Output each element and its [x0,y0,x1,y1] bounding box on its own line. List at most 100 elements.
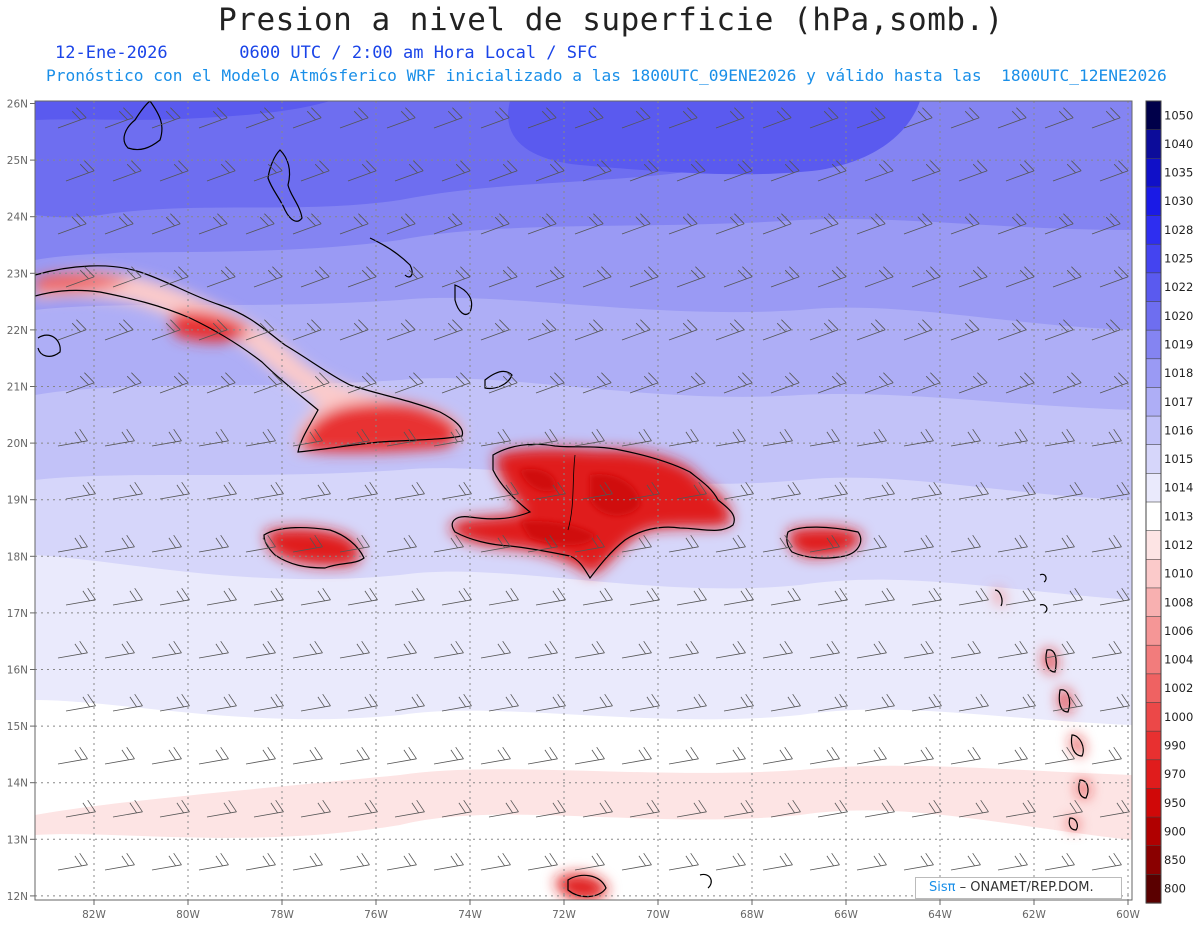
wind-barb [488,481,519,500]
wind-barb [441,693,472,712]
wind-barb [347,799,378,818]
wind-barb [668,746,699,765]
wind-barb [958,372,988,394]
wind-barb [57,746,88,765]
colorbar-swatch [1146,673,1161,704]
wind-barb [292,746,323,765]
wind-barb [394,160,424,182]
wind-barb [339,640,370,659]
wind-barb [527,213,557,235]
wind-barb [1052,587,1083,606]
wind-barb [1005,160,1035,182]
wind-barb [1099,693,1130,712]
lat-label: 15N [7,721,28,733]
wind-barb [997,319,1027,341]
wind-barb [629,481,660,500]
wind-barb [206,481,237,500]
wind-barb [253,693,284,712]
wind-barb [770,693,801,712]
wind-barb [911,693,942,712]
wind-barb [958,481,989,500]
wind-barb [903,852,934,871]
wind-barb [300,481,331,500]
wind-barb [629,160,659,182]
wind-barb [1044,213,1074,235]
wind-barb [856,319,886,341]
wind-barb [864,266,894,288]
wind-barb [65,266,95,288]
wind-barb [668,852,699,871]
colorbar-label: 1004 [1164,653,1193,667]
colorbar-swatch [1146,215,1161,245]
wind-barb [723,587,754,606]
colorbar-label: 1019 [1164,338,1193,352]
wind-barb [104,428,135,447]
wind-barb [903,746,934,765]
wind-barb [1052,160,1082,182]
wind-barb [864,587,895,606]
wind-barb [668,428,699,447]
wind-barb [488,693,519,712]
wind-barb [386,107,416,129]
wind-barb [997,534,1028,553]
wind-barb [629,693,660,712]
colorbar-label: 1040 [1164,137,1193,151]
wind-barb [762,640,793,659]
wind-barb [621,107,651,129]
wind-barb [1052,372,1082,394]
wind-barb [386,640,417,659]
wind-barb [527,640,558,659]
wind-barb [292,534,323,553]
wind-barb [621,319,651,341]
colorbar-swatch [1146,444,1161,474]
wind-barb [903,319,933,341]
wind-barb [245,852,276,871]
wind-barb [762,107,792,129]
wind-barb [762,319,792,341]
wind-barb [574,640,605,659]
wind-barb [676,372,706,394]
wind-barb [950,640,981,659]
wind-barb [817,481,848,500]
pressure-shading [35,101,1132,900]
colorbar-swatch [1146,358,1161,389]
wind-barb [65,693,96,712]
wind-barb [433,640,464,659]
wind-barb [762,534,793,553]
forecast-time: 0600 UTC / 2:00 am Hora Local / SFC [239,43,598,63]
wind-barb [1044,852,1075,871]
wind-barb [676,693,707,712]
wind-barb [1052,693,1083,712]
wind-barb [1099,160,1129,182]
credit-org: – ONAMET/REP.DOM. [955,880,1094,895]
map-frame [34,100,1133,901]
wind-barb [104,534,135,553]
wind-barb [864,372,894,394]
wind-barb [112,266,142,288]
colorbar-swatch [1146,387,1161,417]
lon-label: 62W [1022,909,1046,921]
wind-barb [911,160,941,182]
wind-barb [762,428,793,447]
colorbar-swatch [1146,702,1161,732]
wind-barb [723,160,753,182]
wind-barb [112,372,142,394]
wind-barb [1044,640,1075,659]
wind-barb [1052,266,1082,288]
wind-barb [104,319,134,341]
wind-barb [527,107,557,129]
wind-barb [621,213,651,235]
colorbar-swatch [1146,244,1161,274]
wind-barb [1052,481,1083,500]
colorbar-label: 1028 [1164,223,1193,237]
wind-barb [480,534,511,553]
wind-barb [159,481,190,500]
wind-barb [1005,693,1036,712]
wind-barb [339,852,370,871]
longitude-labels: 82W 80W 78W 76W 74W 72W 70W 68W 66W 64W 62W 60W [82,900,1140,921]
wind-barb [1091,852,1122,871]
wind-barb [245,746,276,765]
wind-barb [535,799,566,818]
wind-barb [950,534,981,553]
wind-barb [441,587,472,606]
